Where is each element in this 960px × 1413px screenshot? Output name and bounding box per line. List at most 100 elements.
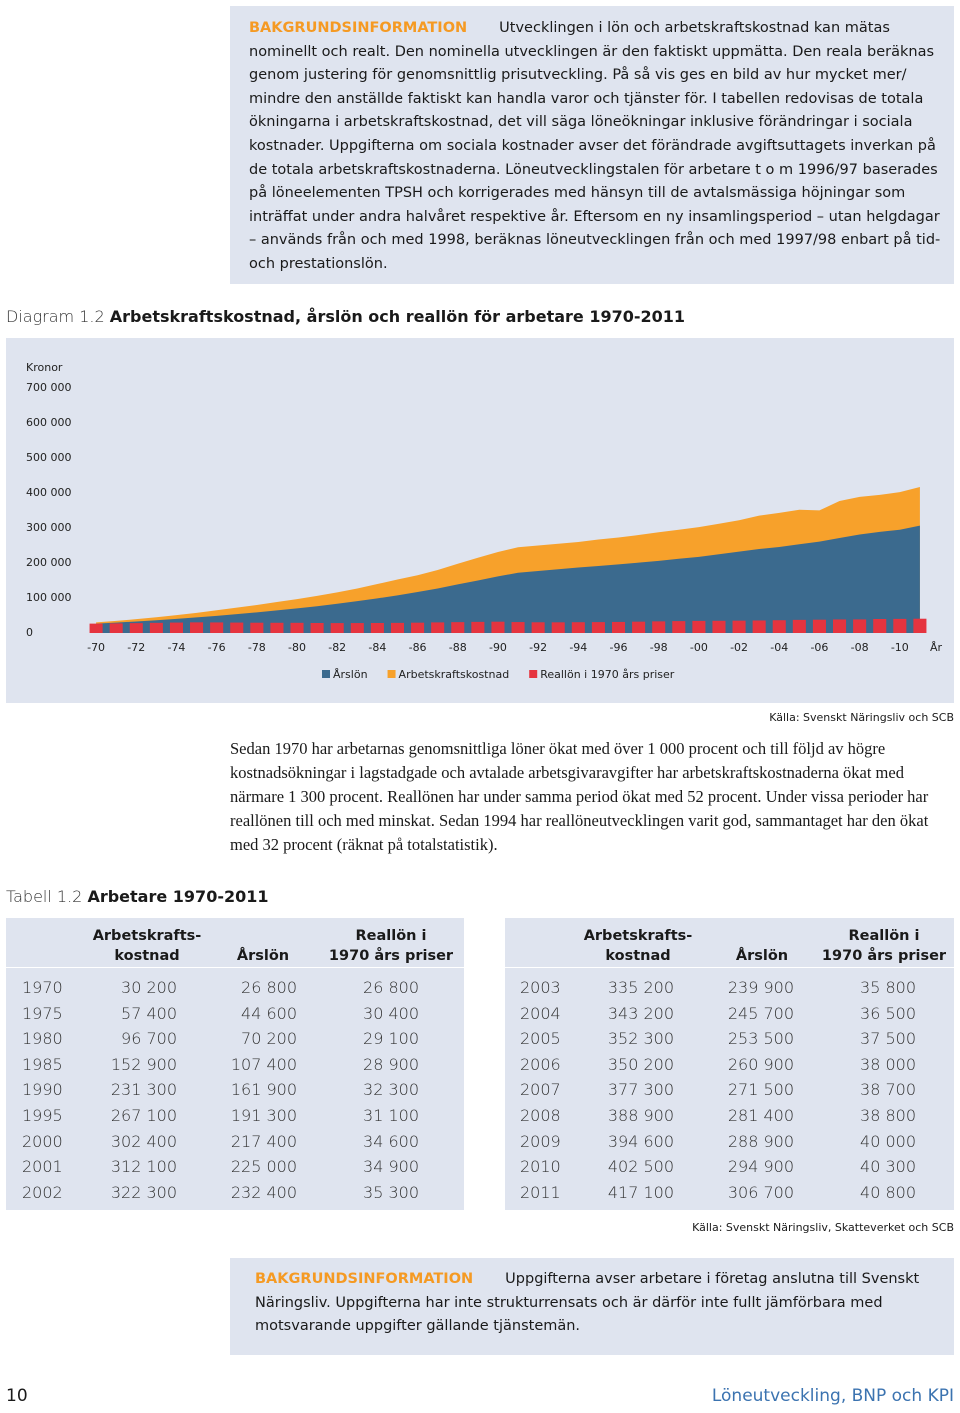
info-body: Uppgifterna avser arbetare i företag ans…	[255, 1271, 920, 1335]
bar	[853, 619, 867, 633]
bar	[511, 622, 525, 633]
x-tick-label: -70	[87, 641, 105, 654]
table-cell: 35 300	[363, 1182, 419, 1202]
bar	[451, 622, 465, 633]
bar	[893, 618, 907, 633]
table-cell: 417 100	[607, 1182, 674, 1202]
row-year: 2009	[520, 1131, 561, 1151]
row-year: 2002	[22, 1182, 63, 1202]
row-year: 2001	[22, 1157, 63, 1177]
table-cell: 32 300	[363, 1080, 419, 1100]
legend-label: Arbetskraftskostnad	[399, 668, 510, 681]
table-cell: 35 800	[860, 978, 916, 997]
table-cell: 26 800	[363, 978, 419, 997]
table-cell: 191 300	[230, 1106, 297, 1125]
legend-label: Reallön i 1970 års priser	[540, 668, 675, 681]
x-tick-label: -88	[449, 641, 467, 654]
table-cell: 281 400	[727, 1106, 794, 1125]
info-box	[230, 6, 954, 284]
x-tick-label: -96	[610, 641, 628, 654]
info-box	[230, 1258, 954, 1355]
bar	[652, 621, 666, 633]
table-rule	[6, 967, 464, 968]
table-cell: 26 800	[241, 978, 297, 997]
y-tick-label: 300 000	[26, 521, 72, 534]
table-cell: 96 700	[121, 1029, 177, 1049]
chart: Kronor 0 100 000 200 000 300 000 400 000 500 0…	[26, 361, 942, 681]
row-year: 2008	[520, 1106, 561, 1125]
bar	[732, 620, 746, 633]
bar	[471, 621, 485, 633]
bar	[129, 623, 143, 633]
table-right-box	[505, 918, 954, 1210]
bar	[491, 621, 505, 633]
info-lead: BAKGRUNDSINFORMATION	[255, 1271, 474, 1287]
bar	[310, 622, 324, 633]
diagram-number: Diagram 1.2	[6, 307, 105, 326]
row-year: 1985	[22, 1054, 63, 1074]
row-year: 2006	[520, 1054, 561, 1074]
column-header: Reallön i 1970 års priser	[328, 928, 454, 964]
table-cell: 335 200	[607, 978, 674, 997]
bar	[350, 623, 364, 633]
table-cell: 322 300	[110, 1182, 177, 1202]
x-tick-label: -94	[569, 641, 587, 654]
table-rule	[505, 967, 954, 968]
y-tick-label: 500 000	[26, 451, 72, 464]
row-year: 2005	[520, 1029, 561, 1049]
page-number: 10	[6, 1386, 28, 1406]
area	[96, 525, 920, 633]
row-year: 2007	[520, 1080, 561, 1100]
table-cell: 288 900	[727, 1131, 794, 1151]
x-tick-label: -04	[770, 641, 788, 654]
x-tick-label: -74	[167, 641, 185, 654]
table-cell: 388 900	[607, 1106, 674, 1125]
bar	[210, 622, 224, 633]
bar	[250, 622, 264, 633]
x-tick-label: -08	[851, 641, 869, 654]
column-header: Arbetskrafts- kostnad	[92, 928, 202, 964]
table-cell: 271 500	[727, 1080, 794, 1100]
table-title: Arbetare 1970-2011	[87, 887, 269, 906]
bar	[411, 622, 425, 633]
column-header: Årslön	[735, 948, 789, 964]
table-cell: 260 900	[727, 1054, 794, 1074]
bar	[913, 618, 927, 633]
y-tick-label: 200 000	[26, 556, 72, 569]
diagram-title: Arbetskraftskostnad, årslön och reallön …	[109, 307, 686, 326]
table-cell: 40 800	[860, 1182, 916, 1202]
bar	[270, 622, 284, 633]
table-cell: 267 100	[110, 1106, 177, 1125]
table-cell: 161 900	[230, 1080, 297, 1100]
table-cell: 36 500	[860, 1003, 916, 1023]
table-cell: 217 400	[230, 1131, 297, 1151]
x-tick-label: -72	[127, 641, 145, 654]
bar	[431, 622, 445, 633]
bar	[390, 622, 405, 633]
x-tick-label: -98	[650, 641, 668, 654]
y-tick-label: 0	[26, 626, 33, 639]
table-cell: 38 000	[860, 1054, 916, 1074]
info-lead: BAKGRUNDSINFORMATION	[249, 20, 468, 36]
x-tick-label: -82	[328, 641, 346, 654]
bar	[792, 619, 806, 633]
x-tick-label: -00	[690, 641, 708, 654]
table-cell: 38 700	[860, 1080, 916, 1100]
table-cell: 107 400	[230, 1054, 297, 1074]
bar	[812, 619, 826, 633]
x-tick-label: -76	[208, 641, 226, 654]
table-cell: 232 400	[230, 1182, 297, 1202]
table-cell: 40 300	[860, 1157, 916, 1177]
y-tick-label: 700 000	[26, 381, 72, 394]
bar	[672, 621, 686, 633]
y-tick-label: 400 000	[26, 486, 72, 499]
bar	[169, 622, 183, 633]
bar	[109, 623, 123, 633]
bar	[752, 620, 766, 633]
row-year: 1995	[22, 1106, 63, 1125]
table-cell: 402 500	[607, 1157, 674, 1177]
table-cell: 70 200	[241, 1029, 297, 1049]
y-axis-label: Kronor	[26, 361, 63, 374]
table-cell: 28 900	[363, 1054, 419, 1074]
